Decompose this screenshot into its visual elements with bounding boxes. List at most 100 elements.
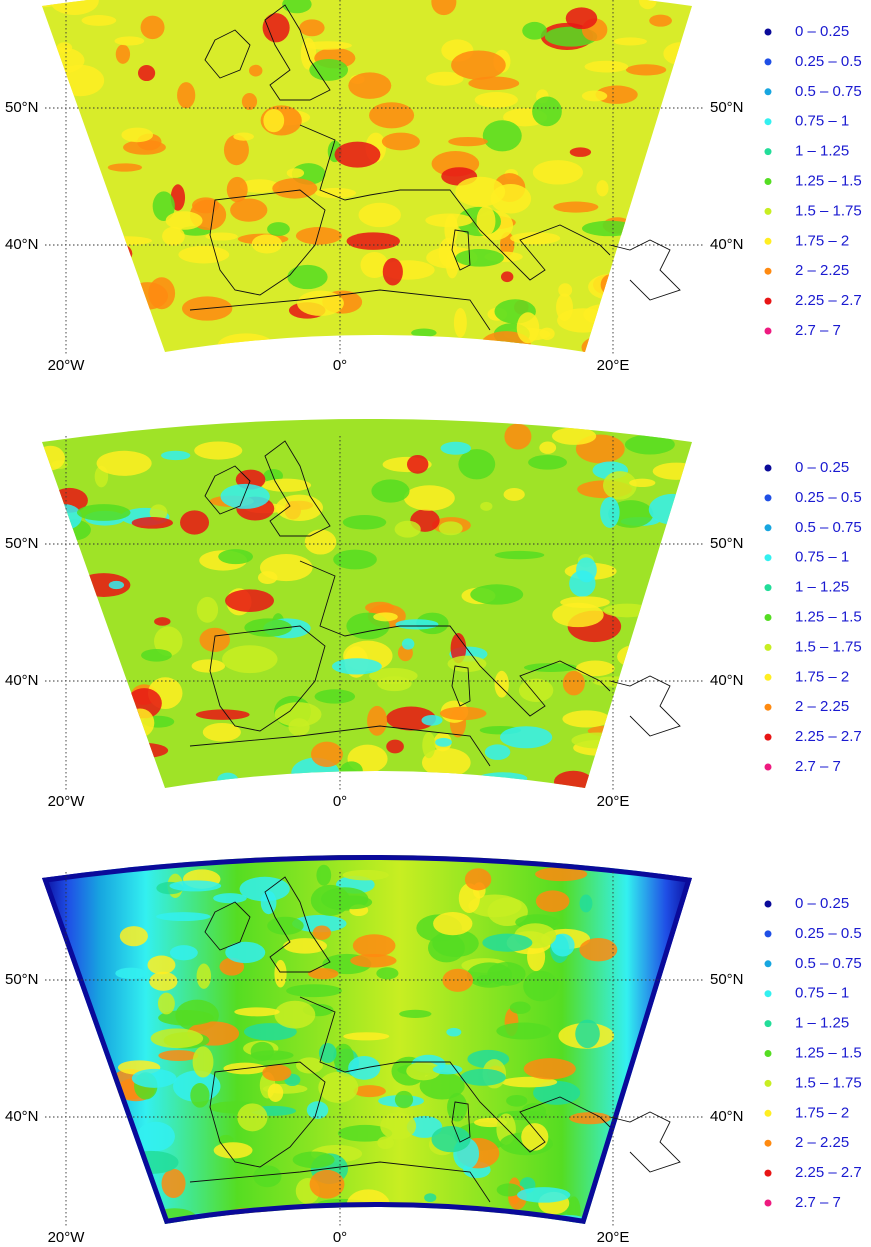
field-patch (575, 660, 615, 677)
field-patch (296, 1057, 323, 1074)
field-patch (447, 655, 487, 672)
field-patch (288, 718, 310, 737)
field-patch (169, 880, 222, 892)
field-patch (565, 7, 598, 30)
legend-label: 2.25 – 2.7 (795, 1164, 862, 1181)
field-patch (307, 968, 339, 980)
field-patch (315, 187, 357, 199)
field-patch (639, 193, 679, 207)
field-patch (178, 245, 230, 264)
field-patch (318, 1043, 337, 1064)
field-patch (196, 963, 212, 989)
field-patch (272, 178, 318, 199)
legend-swatch (764, 464, 772, 472)
field-patch (451, 50, 506, 80)
field-patch (349, 338, 365, 352)
field-patch (367, 705, 388, 736)
field-patch (403, 485, 455, 511)
field-patch (435, 737, 452, 747)
field-patch (603, 603, 651, 618)
coastline (451, 1101, 471, 1143)
field-patch (494, 550, 545, 560)
field-patch (663, 42, 692, 66)
legend-label: 1.75 – 2 (795, 1104, 849, 1121)
field-patch (62, 245, 104, 264)
coastline (204, 29, 251, 79)
field-patch (158, 1010, 214, 1026)
legend-swatch (764, 148, 772, 156)
field-patch (226, 176, 248, 203)
field-patch (42, 205, 74, 219)
field-patch (241, 93, 258, 110)
coastline (299, 560, 611, 717)
field-patch (447, 1092, 468, 1122)
field-patch (523, 1058, 576, 1080)
field-patch (510, 232, 561, 245)
field-patch (575, 1019, 600, 1049)
field-patch (448, 136, 488, 147)
field-patch (85, 212, 116, 232)
coastline (209, 625, 326, 732)
field-patch (649, 14, 672, 27)
field-patch (557, 308, 610, 333)
field-patch (535, 890, 570, 912)
coastline (189, 725, 491, 767)
field-patch (517, 1187, 571, 1203)
legend-swatch (764, 1169, 772, 1177)
field-patch (371, 479, 410, 503)
field-patch (292, 1151, 335, 1169)
field-patch (42, 445, 65, 471)
field-patch (274, 702, 322, 727)
field-patch (157, 992, 175, 1015)
field-patch (350, 953, 397, 968)
field-patch (422, 732, 436, 759)
field-patch (218, 549, 253, 565)
field-patch (42, 315, 53, 329)
coastline (609, 239, 681, 301)
field-patch (579, 938, 618, 962)
legend-swatch (764, 554, 772, 562)
field-patch (394, 520, 421, 538)
field-patch (395, 619, 439, 630)
legend-label: 1 – 1.25 (795, 579, 849, 596)
field-patch (299, 19, 325, 37)
field-patch (274, 1000, 316, 1029)
field-patch (309, 58, 349, 81)
field-patch (141, 648, 172, 662)
field-patch (421, 714, 443, 726)
field-patch (42, 47, 85, 74)
field-patch (346, 232, 400, 250)
field-patch (455, 176, 506, 207)
field-patch (562, 670, 585, 696)
map-field (42, 0, 692, 352)
legend-swatch (764, 28, 772, 36)
field-patch (369, 102, 415, 129)
legend-label: 1.5 – 1.75 (795, 202, 862, 219)
field-patch (619, 727, 665, 744)
legend-label: 1.25 – 1.5 (795, 608, 862, 625)
field-patch (148, 277, 176, 310)
field-patch (468, 76, 520, 91)
legend-swatch (764, 1109, 772, 1117)
field-patch (602, 471, 637, 500)
coastline (264, 876, 331, 973)
field-patch (223, 134, 249, 166)
field-patch (450, 633, 467, 664)
field-patch (225, 589, 274, 612)
field-patch (386, 706, 436, 731)
field-patch (295, 227, 342, 245)
field-patch (283, 938, 327, 954)
field-patch (42, 188, 89, 198)
field-patch (518, 678, 554, 703)
field-patch (506, 1094, 528, 1107)
field-patch (532, 160, 583, 185)
field-patch (47, 504, 82, 530)
field-patch (421, 747, 471, 778)
field-patch (617, 644, 661, 669)
legend-swatch (764, 733, 772, 741)
field-patch (642, 171, 660, 185)
coastline (189, 289, 491, 331)
field-patch (334, 141, 381, 168)
field-patch (290, 1208, 327, 1224)
field-patch (108, 580, 125, 590)
